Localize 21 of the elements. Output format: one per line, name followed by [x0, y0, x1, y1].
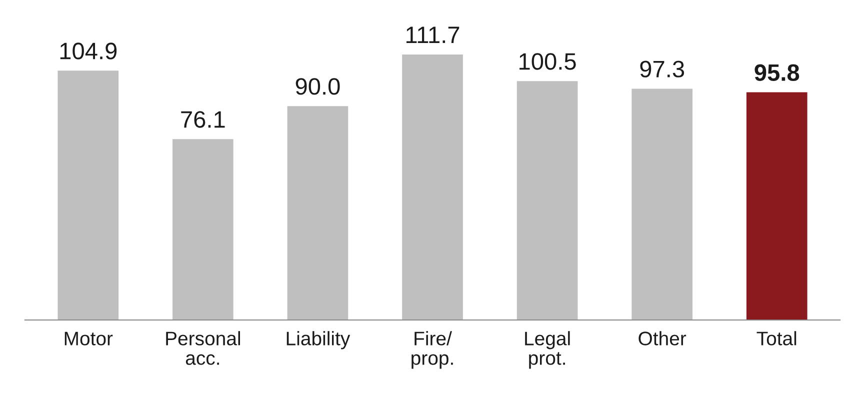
bar [402, 54, 463, 320]
x-tick-label: Total [756, 331, 796, 346]
bar [632, 88, 692, 320]
data-label: 90.0 [296, 78, 340, 95]
x-tick-label: Motor [64, 332, 113, 346]
x-tick-label: Legal prot. [525, 331, 570, 369]
data-label: 76.1 [181, 111, 225, 128]
data-label: 104.9 [60, 42, 117, 60]
bar [58, 70, 119, 320]
bar [516, 81, 578, 320]
data-label: 100.5 [520, 53, 576, 70]
x-tick-label: Other [638, 331, 686, 346]
x-tick-label: Fire/ prop. [412, 331, 453, 369]
x-tick-label: Liability [286, 331, 350, 350]
bar [746, 92, 808, 320]
x-tick-label: Personal acc. [166, 331, 240, 365]
bar [172, 139, 234, 320]
data-label: 95.8 [754, 64, 800, 81]
data-label: 111.7 [406, 26, 460, 43]
bar [287, 106, 348, 320]
data-label: 97.3 [640, 60, 684, 78]
